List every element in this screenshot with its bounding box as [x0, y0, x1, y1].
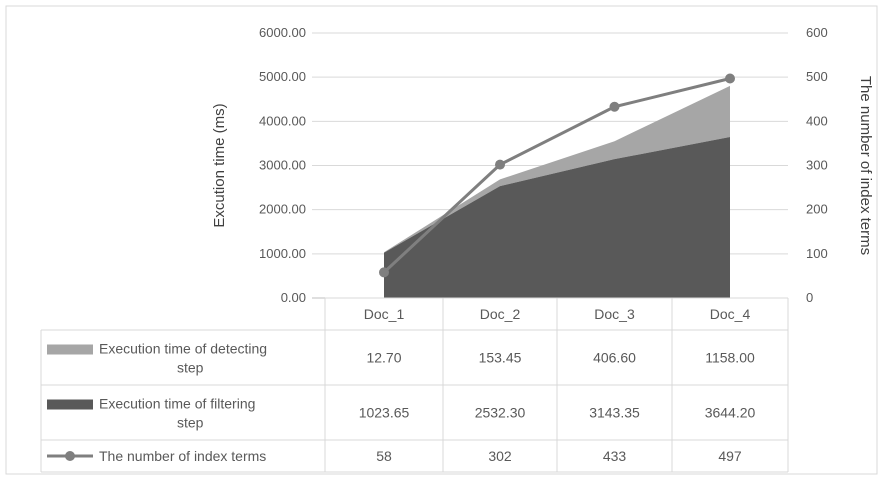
index-terms-point: [609, 101, 620, 112]
y-right-tick-label: 0: [806, 290, 813, 305]
y-right-tick-label: 600: [806, 25, 828, 40]
y-right-tick-label: 400: [806, 113, 828, 128]
table-value: 433: [603, 448, 627, 464]
y-right-axis-title: The number of index terms: [857, 76, 874, 255]
index-terms-point: [379, 267, 389, 278]
table-value: 302: [488, 448, 512, 464]
table-value: 497: [718, 448, 742, 464]
y-right-tick-label: 300: [806, 158, 828, 173]
table-value: 406.60: [593, 350, 636, 366]
y-left-axis-title: Excution time (ms): [211, 103, 228, 227]
table-value: 3143.35: [589, 405, 640, 421]
legend-key-swatch: [47, 344, 93, 355]
y-left-tick-label: 2000.00: [259, 202, 306, 217]
area-filtering-step: [384, 137, 730, 298]
index-terms-point: [725, 73, 735, 84]
y-left-tick-label: 1000.00: [259, 246, 306, 261]
y-right-tick-label: 100: [806, 246, 828, 261]
category-label: Doc_2: [480, 306, 521, 322]
table-value: 2532.30: [475, 405, 526, 421]
table-value: 58: [376, 448, 392, 464]
y-left-tick-label: 5000.00: [259, 69, 306, 84]
legend-key-marker: [65, 451, 75, 461]
legend-label: The number of index terms: [99, 448, 266, 464]
legend-label: Execution time of filtering step: [99, 396, 255, 431]
index-terms-point: [495, 159, 505, 170]
table-value: 153.45: [479, 350, 522, 366]
y-right-tick-label: 200: [806, 202, 828, 217]
category-label: Doc_4: [710, 306, 751, 322]
y-left-tick-label: 3000.00: [259, 158, 306, 173]
line-index-terms: [382, 77, 731, 274]
y-right-tick-label: 500: [806, 69, 828, 84]
legend-key-swatch: [47, 399, 93, 410]
y-left-tick-label: 0.00: [281, 290, 306, 305]
y-left-tick-label: 6000.00: [259, 25, 306, 40]
category-label: Doc_3: [594, 306, 635, 322]
table-value: 1023.65: [359, 405, 410, 421]
y-left-tick-label: 4000.00: [259, 113, 306, 128]
table-value: 12.70: [366, 350, 401, 366]
area-detecting-step: [384, 85, 730, 253]
legend-label: Execution time of detecting step: [99, 341, 267, 376]
table-value: 1158.00: [705, 350, 755, 366]
category-label: Doc_1: [364, 306, 405, 322]
table-value: 3644.20: [705, 405, 756, 421]
